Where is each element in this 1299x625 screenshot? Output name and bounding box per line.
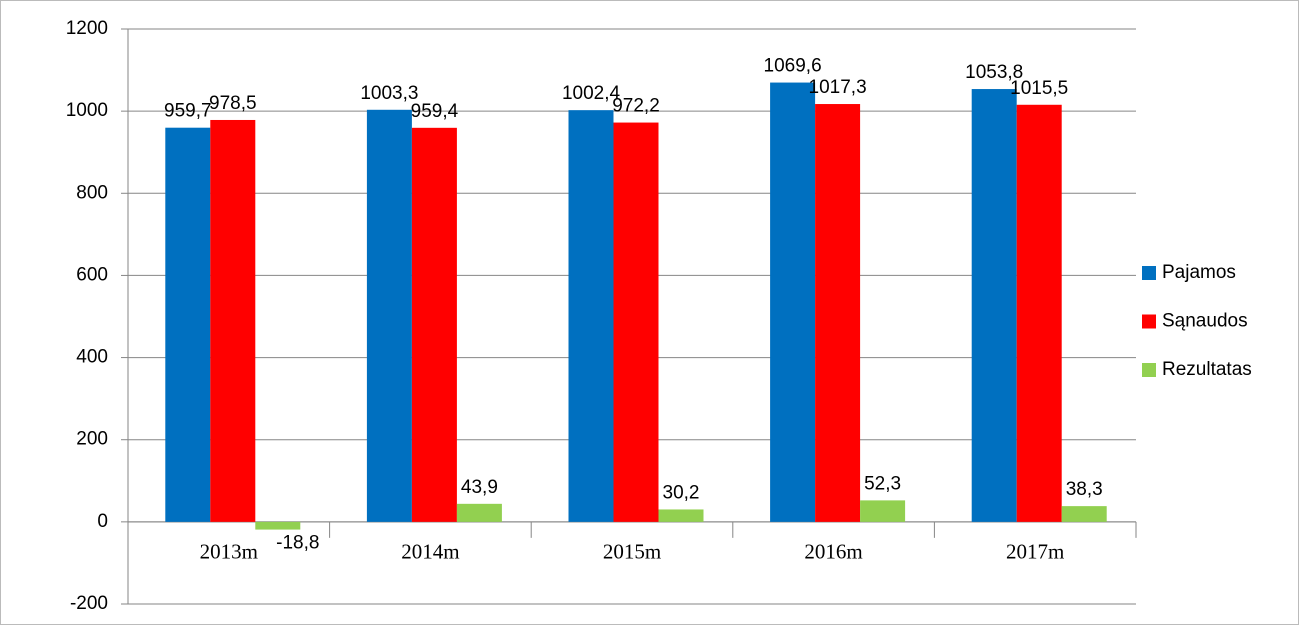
bar bbox=[658, 509, 704, 522]
legend-swatch bbox=[1142, 266, 1156, 280]
x-tick-label: 2015m bbox=[603, 540, 661, 564]
data-label: 43,9 bbox=[461, 477, 498, 498]
y-tick-label: 800 bbox=[76, 182, 108, 203]
bar bbox=[255, 521, 301, 530]
legend-label: Sąnaudos bbox=[1162, 311, 1248, 332]
legend-swatch bbox=[1142, 314, 1156, 329]
data-label: 1002,4 bbox=[562, 83, 621, 104]
data-label: 38,3 bbox=[1066, 479, 1103, 500]
data-label: 978,5 bbox=[209, 93, 257, 114]
bar bbox=[210, 119, 256, 522]
y-tick-label: 1000 bbox=[66, 100, 108, 121]
y-tick-label: 1200 bbox=[66, 18, 108, 39]
data-label: 1015,5 bbox=[1010, 78, 1068, 99]
data-label: 1053,8 bbox=[965, 62, 1023, 83]
bar bbox=[165, 127, 211, 522]
data-label: 959,4 bbox=[411, 101, 459, 122]
data-label: 52,3 bbox=[864, 473, 901, 494]
x-tick-label: 2013m bbox=[200, 540, 258, 564]
y-tick-label: 600 bbox=[76, 264, 108, 285]
y-tick-label: 400 bbox=[76, 347, 108, 368]
bar bbox=[1061, 506, 1107, 522]
data-label: 1017,3 bbox=[809, 77, 867, 98]
bar bbox=[1016, 104, 1062, 522]
y-tick-label: 200 bbox=[76, 429, 108, 450]
bar bbox=[770, 82, 816, 522]
bar bbox=[456, 503, 502, 522]
legend-label: Pajamos bbox=[1162, 262, 1236, 283]
bar bbox=[971, 89, 1017, 522]
data-label: -18,8 bbox=[276, 533, 319, 554]
x-tick-label: 2014m bbox=[401, 540, 459, 564]
bar bbox=[815, 104, 861, 522]
legend-label: Rezultatas bbox=[1162, 359, 1252, 380]
x-tick-label: 2016m bbox=[804, 540, 862, 564]
bar bbox=[860, 500, 906, 522]
data-label: 30,2 bbox=[663, 482, 700, 503]
data-label: 1003,3 bbox=[360, 83, 418, 104]
data-label: 959,7 bbox=[164, 101, 212, 122]
bar bbox=[568, 110, 614, 522]
bar bbox=[366, 109, 412, 522]
x-tick-label: 2017m bbox=[1006, 540, 1064, 564]
bar bbox=[411, 127, 457, 522]
legend-swatch bbox=[1142, 363, 1156, 377]
y-tick-label: 0 bbox=[97, 511, 108, 532]
data-label: 1069,6 bbox=[764, 56, 822, 77]
data-label: 972,2 bbox=[612, 96, 660, 117]
bar bbox=[613, 122, 659, 522]
y-tick-label: -200 bbox=[70, 593, 108, 614]
